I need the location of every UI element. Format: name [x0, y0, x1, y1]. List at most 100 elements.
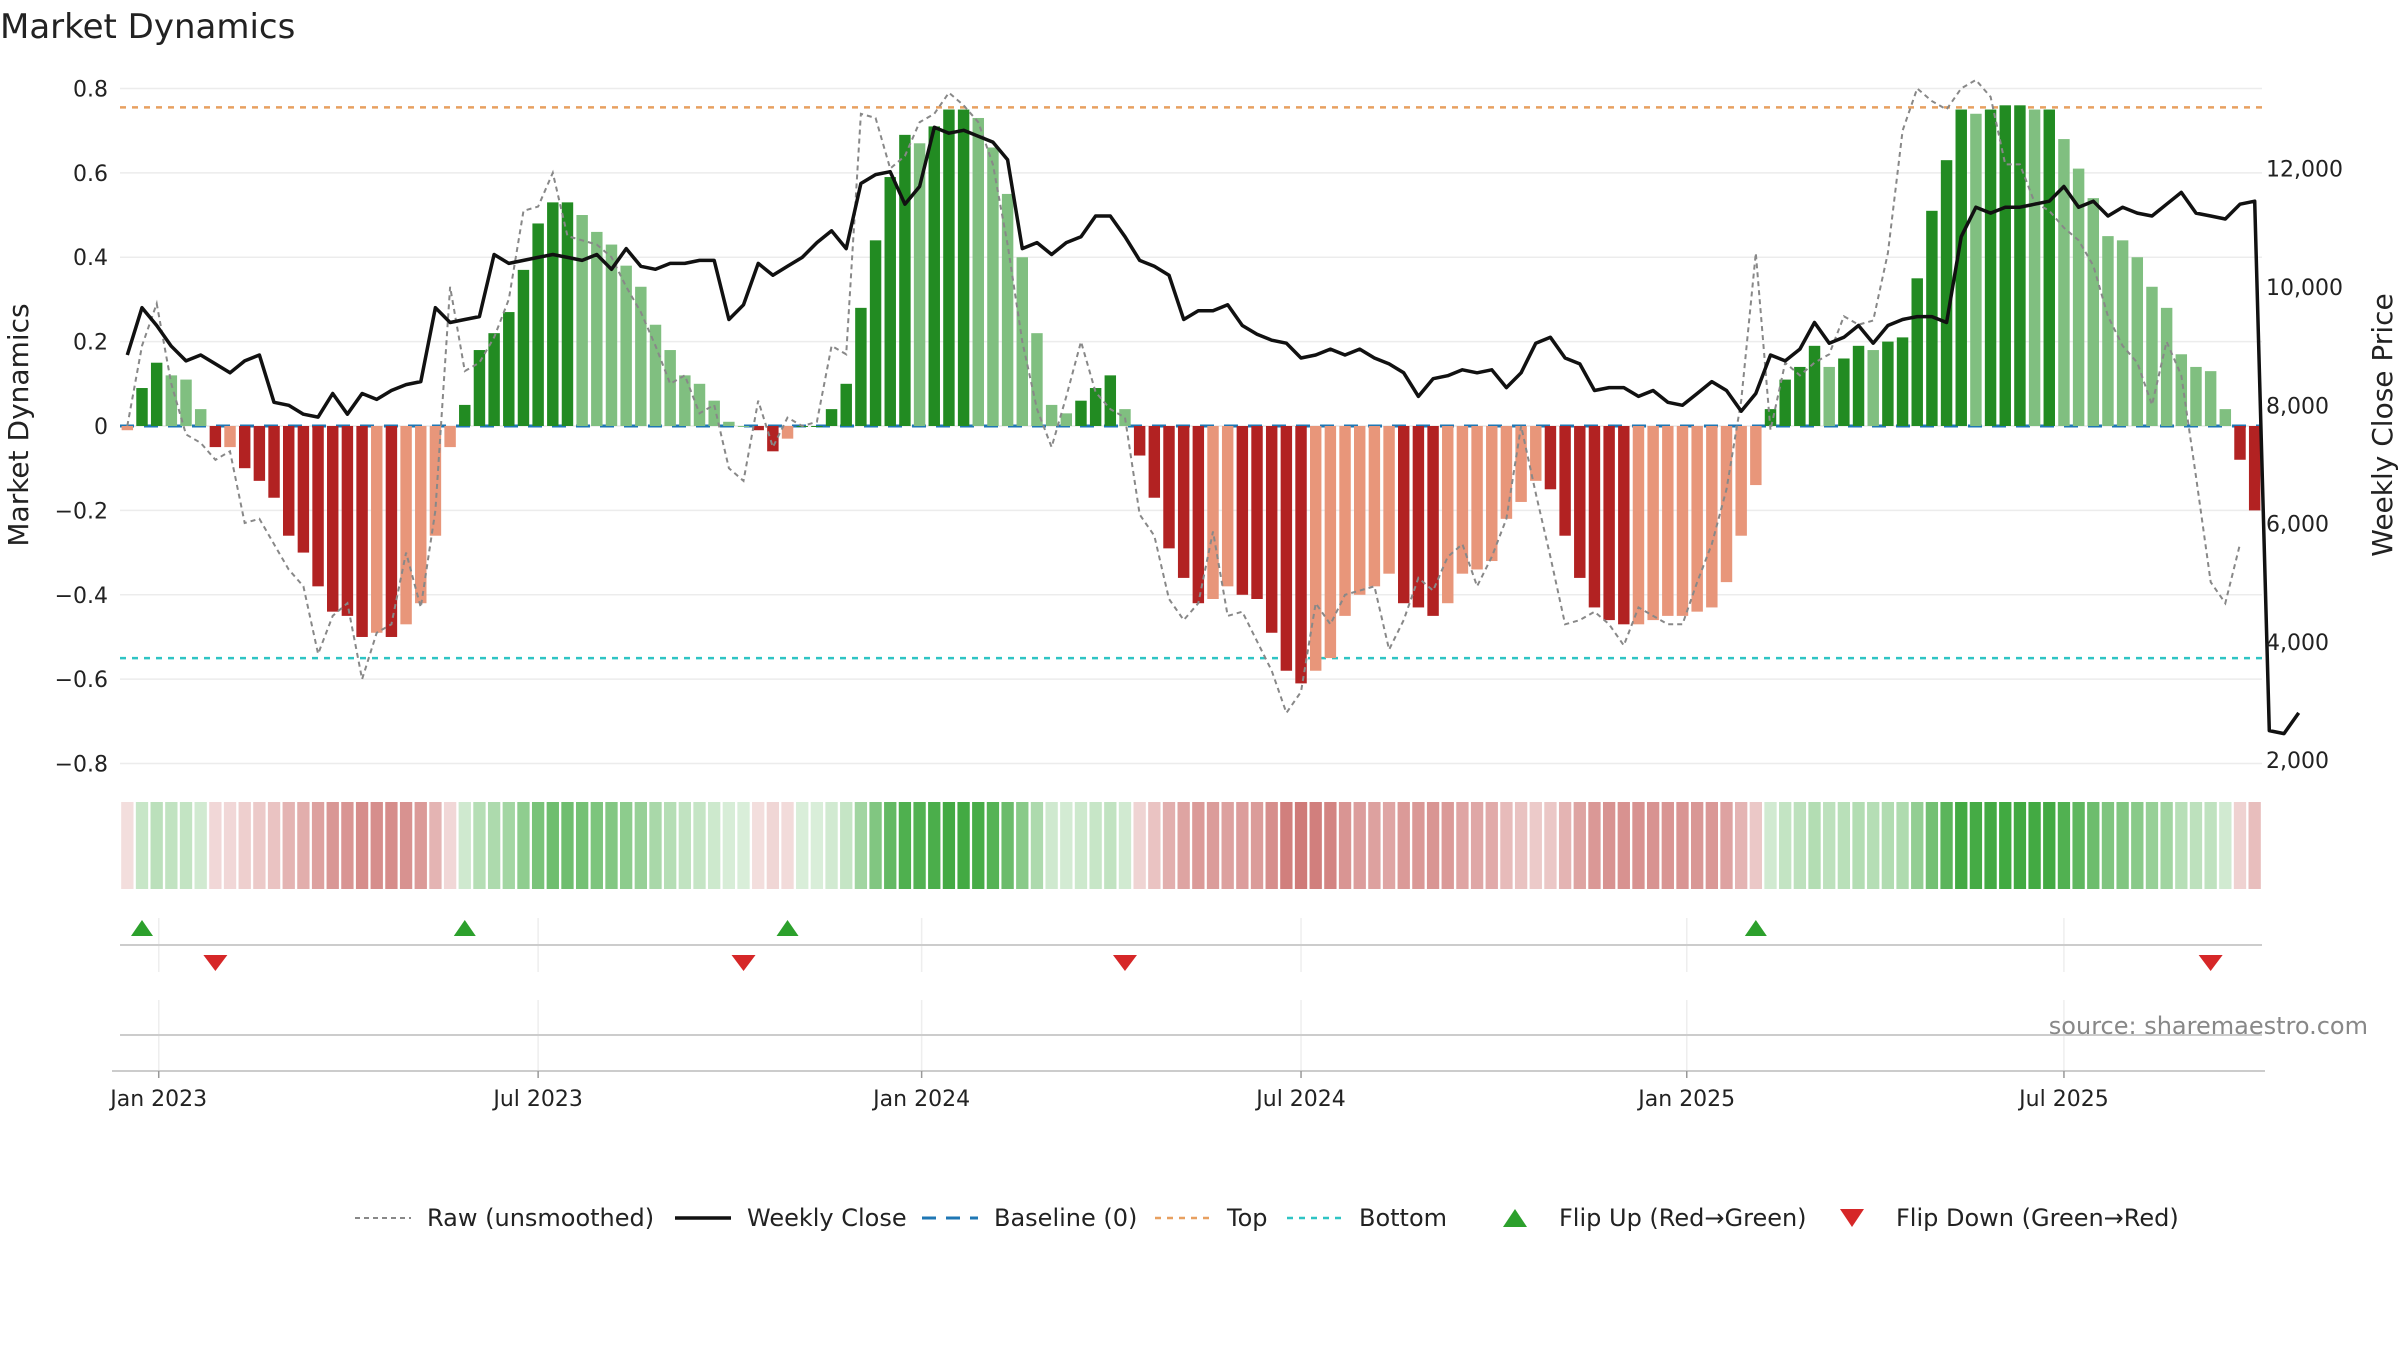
strip-cell-52 — [884, 802, 897, 889]
legend-label-raw: Raw (unsmoothed) — [427, 1204, 654, 1232]
strip-cell-135 — [2101, 802, 2115, 889]
strip-cell-106 — [1676, 802, 1689, 889]
legend-label-close: Weekly Close — [747, 1204, 907, 1232]
strip-cell-12 — [297, 802, 310, 889]
y-tick-4: 0 — [94, 415, 108, 440]
bar-51 — [869, 240, 882, 426]
strip-cell-99 — [1573, 802, 1586, 889]
bar-127 — [1984, 109, 1997, 426]
flip-up-marker-2 — [776, 920, 799, 936]
strip-cell-123 — [1925, 802, 1939, 889]
strip-cell-96 — [1529, 802, 1542, 889]
flip-down-marker-1 — [731, 955, 756, 971]
bar-121 — [1896, 337, 1909, 426]
x-axis-ticks: Jan 2023 Jul 2023 Jan 2024 Jul 2024 Jan 2025… — [108, 1070, 2265, 1112]
strip-cell-46 — [796, 802, 809, 889]
bar-17 — [371, 426, 383, 633]
bar-125 — [1955, 109, 1967, 426]
bar-91 — [1456, 426, 1469, 574]
strip-cell-47 — [810, 802, 824, 889]
strip-cell-115 — [1808, 802, 1821, 889]
bar-76 — [1236, 426, 1249, 595]
strip-cell-127 — [1984, 802, 1997, 889]
strip-cell-100 — [1588, 802, 1601, 889]
bar-141 — [2190, 366, 2202, 426]
strip-cell-108 — [1705, 802, 1718, 889]
bar-126 — [1970, 113, 1982, 426]
bar-138 — [2146, 286, 2158, 426]
strip-cell-50 — [854, 802, 868, 889]
strip-cell-93 — [1485, 802, 1498, 889]
strip-cell-101 — [1602, 802, 1616, 889]
bar-25 — [488, 333, 500, 426]
strip-cell-14 — [326, 802, 339, 889]
bar-62 — [1031, 333, 1043, 426]
bar-109 — [1720, 426, 1733, 583]
strip-cell-110 — [1735, 802, 1748, 889]
y-tick-1: −0.6 — [55, 668, 108, 693]
bar-49 — [840, 383, 852, 426]
x-tick-2: Jan 2024 — [871, 1087, 970, 1112]
strip-cell-59 — [986, 802, 1000, 889]
bar-23 — [459, 404, 471, 426]
strip-cell-70 — [1148, 802, 1161, 889]
reference-lines — [120, 106, 2262, 660]
strip-cell-51 — [869, 802, 882, 889]
strip-cell-139 — [2160, 802, 2173, 889]
strip-cell-10 — [267, 802, 281, 889]
strip-cell-25 — [487, 802, 501, 889]
strip-cell-138 — [2145, 802, 2159, 889]
bar-88 — [1412, 426, 1425, 608]
bar-43 — [752, 426, 764, 431]
strip-cell-72 — [1177, 802, 1190, 889]
strip-cell-91 — [1456, 802, 1469, 889]
bar-80 — [1295, 426, 1307, 684]
bar-37 — [664, 350, 676, 426]
strip-cell-58 — [972, 802, 985, 889]
bar-89 — [1427, 426, 1439, 616]
strip-cell-141 — [2189, 802, 2203, 889]
strip-cell-77 — [1250, 802, 1264, 889]
bar-73 — [1192, 426, 1205, 604]
bar-135 — [2102, 236, 2114, 426]
bar-112 — [1764, 409, 1777, 426]
strip-cell-53 — [898, 802, 912, 889]
bar-106 — [1676, 426, 1689, 616]
strip-cell-103 — [1632, 802, 1645, 889]
bar-14 — [327, 426, 339, 612]
bar-15 — [341, 426, 354, 616]
strip-cell-122 — [1911, 802, 1924, 889]
flip-up-marker-0 — [131, 920, 154, 936]
bar-134 — [2087, 198, 2100, 426]
y2-tick-5: 12,000 — [2266, 158, 2343, 183]
strip-cell-28 — [531, 802, 545, 889]
strip-cell-134 — [2087, 802, 2100, 889]
strip-cell-87 — [1397, 802, 1410, 889]
bar-63 — [1045, 404, 1058, 426]
strip-cell-43 — [752, 802, 765, 889]
bar-39 — [693, 383, 706, 426]
strip-cell-113 — [1779, 802, 1792, 889]
y-tick-5: 0.2 — [73, 331, 108, 356]
bar-105 — [1662, 426, 1674, 616]
strip-cell-29 — [546, 802, 559, 889]
bar-35 — [635, 286, 647, 426]
strip-cell-1 — [135, 802, 149, 889]
bar-8 — [238, 426, 251, 469]
bar-84 — [1353, 426, 1366, 595]
strip-cell-33 — [605, 802, 618, 889]
bar-50 — [855, 307, 867, 426]
flip-down-marker-3 — [2198, 955, 2223, 971]
y2-tick-0: 2,000 — [2266, 749, 2329, 774]
strip-cell-80 — [1294, 802, 1308, 889]
x-tick-0: Jan 2023 — [108, 1087, 207, 1112]
strip-cell-125 — [1955, 802, 1968, 889]
strip-cell-136 — [2116, 802, 2129, 889]
strip-cell-44 — [766, 802, 780, 889]
legend-item-bottom: Bottom — [1287, 1204, 1447, 1232]
legend-item-top: Top — [1155, 1204, 1268, 1232]
strip-cell-6 — [209, 802, 222, 889]
bar-57 — [957, 109, 970, 426]
bar-21 — [429, 426, 442, 536]
